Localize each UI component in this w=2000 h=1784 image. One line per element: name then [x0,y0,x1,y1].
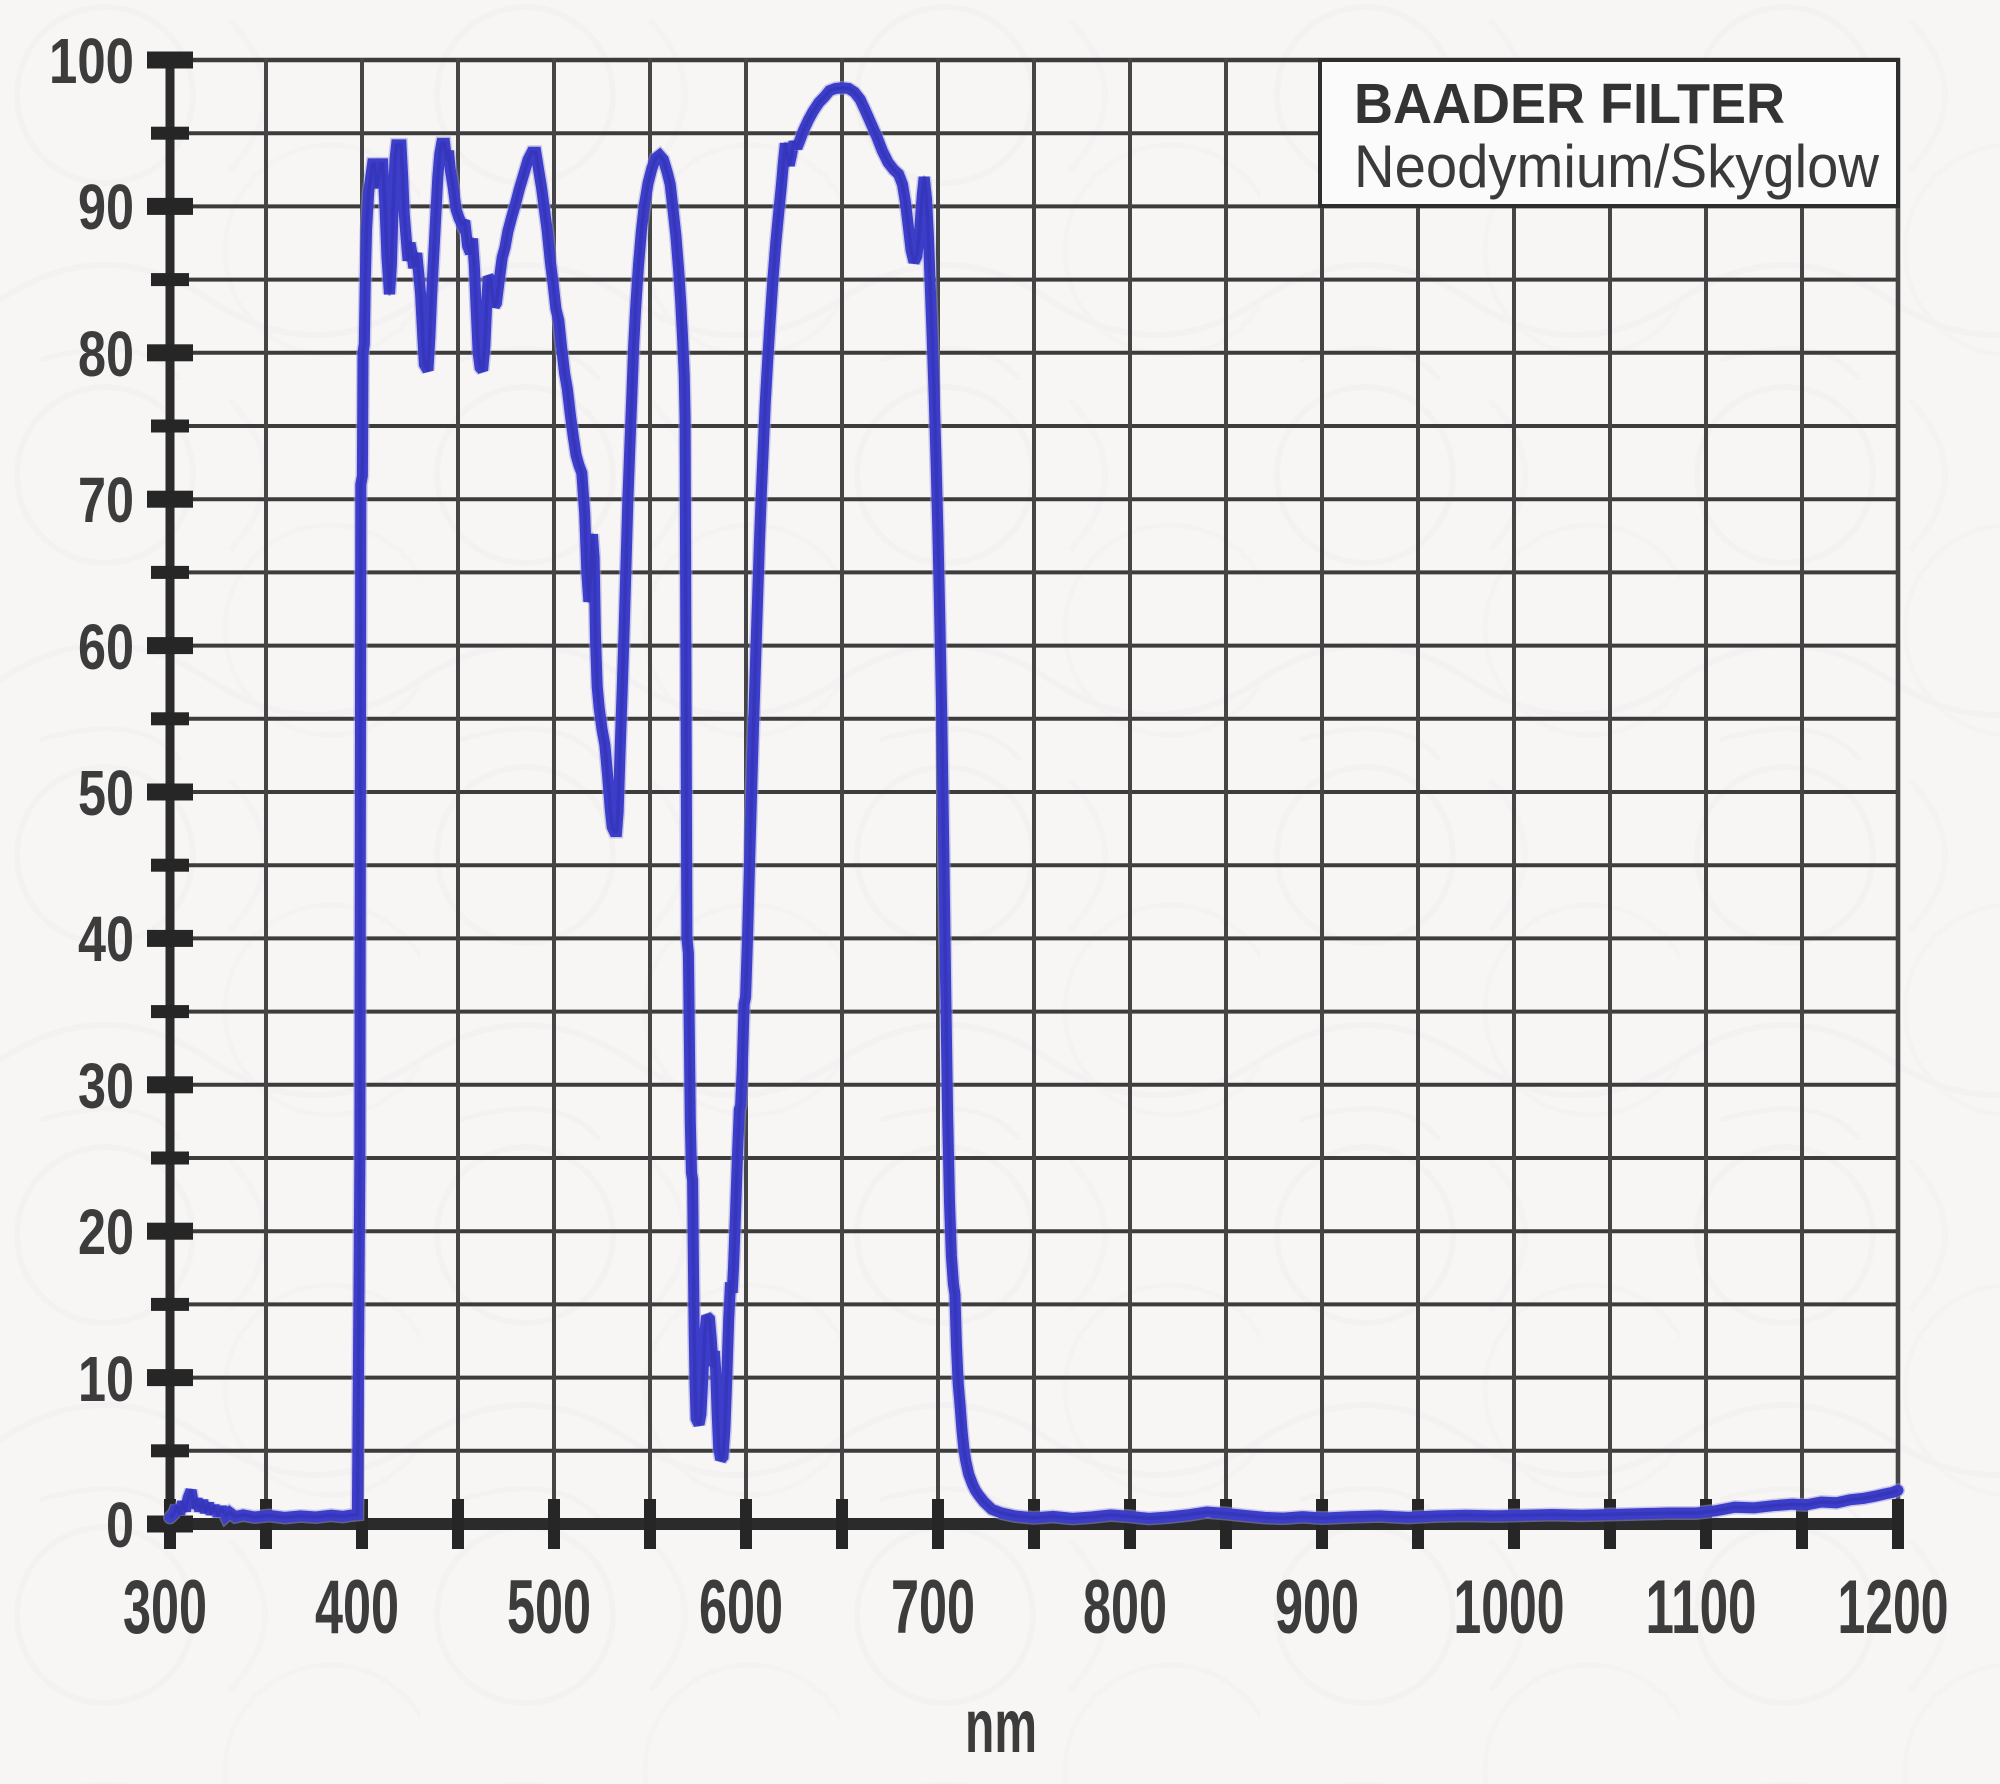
svg-text:50: 50 [78,757,134,829]
svg-text:700: 700 [891,1565,975,1650]
svg-text:500: 500 [507,1565,591,1650]
svg-text:20: 20 [78,1196,134,1268]
svg-text:1000: 1000 [1454,1565,1565,1650]
svg-text:70: 70 [78,464,134,536]
svg-text:BAADER FILTER: BAADER FILTER [1354,72,1785,136]
svg-text:400: 400 [315,1565,399,1650]
svg-text:1100: 1100 [1646,1565,1757,1650]
svg-text:60: 60 [78,611,134,683]
svg-text:30: 30 [78,1050,134,1122]
svg-text:800: 800 [1083,1565,1167,1650]
svg-text:0: 0 [106,1489,134,1561]
svg-text:Neodymium/Skyglow: Neodymium/Skyglow [1354,133,1880,200]
svg-text:100: 100 [49,25,134,97]
svg-text:90: 90 [78,171,134,243]
svg-text:40: 40 [78,903,134,975]
svg-text:10: 10 [78,1343,134,1415]
svg-text:900: 900 [1275,1565,1359,1650]
svg-text:nm: nm [965,1684,1037,1769]
svg-text:300: 300 [123,1565,207,1650]
svg-text:600: 600 [699,1565,783,1650]
svg-text:80: 80 [78,318,134,390]
svg-text:1200: 1200 [1838,1565,1949,1650]
